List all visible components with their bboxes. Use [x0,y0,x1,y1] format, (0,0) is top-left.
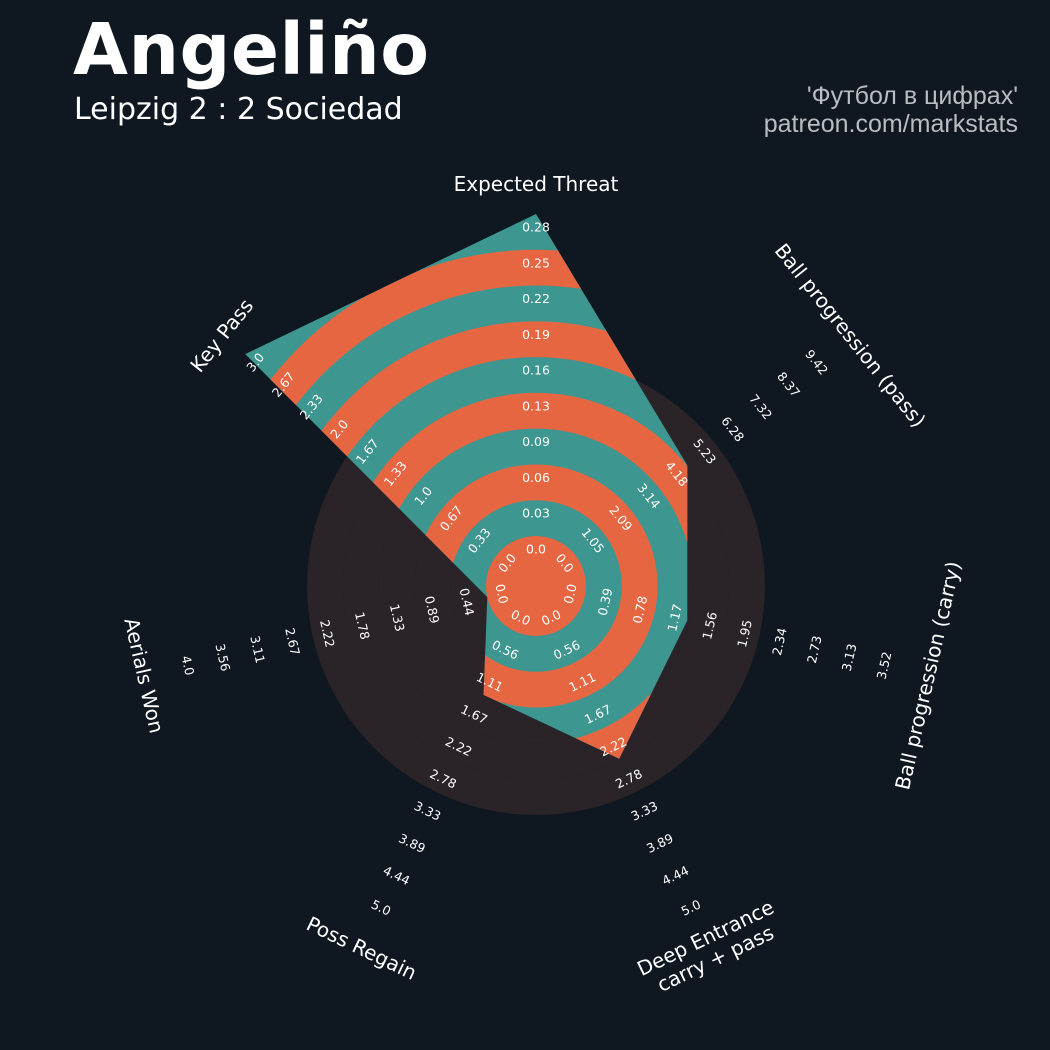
match-subtitle: Leipzig 2 : 2 Sociedad [74,92,403,127]
tick-label: 3.13 [839,642,860,672]
tick-label: 0.13 [522,398,550,413]
radar-center-fill [486,536,586,636]
param-label: Ball progression (carry) [890,559,965,792]
tick-label: 3.33 [412,798,444,824]
tick-label: 3.56 [212,642,233,673]
tick-label: 0.16 [522,363,550,378]
tick-label: 3.52 [874,650,895,680]
tick-label: 4.44 [660,863,692,889]
param-label: Ball progression (pass) [770,239,931,432]
tick-label: 0.25 [522,255,550,270]
tick-label: 3.11 [247,634,268,664]
param-label: Poss Regain [303,912,421,985]
tick-label: 4.44 [381,863,413,889]
tick-label: 0.78 [630,594,651,625]
tick-label: 0.0 [561,582,580,605]
tick-label: 0.89 [422,594,443,625]
tick-label: 3.89 [644,830,676,856]
tick-label: 4.0 [178,654,197,677]
tick-label: 1.17 [664,602,685,632]
param-label: Expected Threat [454,172,619,196]
tick-label: 3.33 [629,798,661,824]
tick-label: 0.19 [522,327,550,342]
tick-label: 1.78 [352,610,373,641]
tick-label: 1.95 [734,618,755,648]
tick-label: 5.0 [679,897,703,919]
tick-label: 6.28 [718,414,747,445]
tick-label: 2.22 [317,618,338,648]
tick-label: 0.0 [526,542,546,557]
tick-label: 0.28 [522,220,550,235]
tick-label: 7.32 [746,391,775,422]
tick-label: 5.0 [369,897,393,919]
tick-label: 0.44 [457,587,478,618]
player-name-title: Angeliño [73,8,430,91]
tick-label: 2.34 [769,626,790,657]
tick-label: 0.06 [522,470,550,485]
tick-label: 2.73 [804,634,825,664]
tick-label: 0.09 [522,434,550,449]
tick-label: 3.89 [396,830,428,856]
radar-alt-band [245,249,688,759]
credit-channel: 'Футбол в цифрах' [806,82,1018,110]
tick-label: 0.03 [522,506,550,521]
tick-label: 0.22 [522,291,550,306]
tick-label: 8.37 [774,369,803,400]
tick-label: 1.33 [387,602,408,632]
param-label: Deep Entrancecarry + pass [633,895,787,1002]
tick-label: 2.67 [282,626,303,656]
credit-url: patreon.com/markstats [763,110,1018,138]
tick-label: 0.39 [595,587,616,618]
tick-label: 1.56 [699,610,720,641]
tick-label: 0.0 [492,582,511,605]
param-label: Aerials Won [119,616,169,736]
tick-label: 9.42 [802,347,831,378]
